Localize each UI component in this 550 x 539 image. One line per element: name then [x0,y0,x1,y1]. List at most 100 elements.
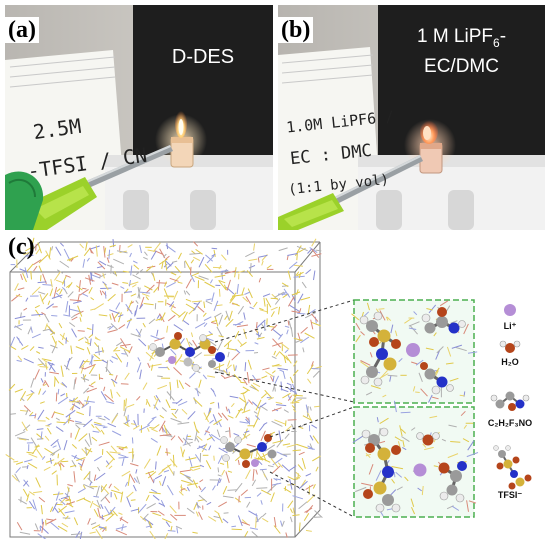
wireframe-bond [76,457,86,462]
wireframe-bond [14,325,22,331]
wireframe-bond [105,513,115,522]
wireframe-bond [272,375,275,383]
wireframe-bond [231,352,240,361]
wireframe-bond [272,457,283,466]
wireframe-bond [242,378,248,386]
wireframe-bond [184,260,192,271]
wireframe-bond [69,308,82,313]
wireframe-bond [77,462,83,467]
wireframe-bond [171,309,181,318]
wireframe-bond [228,310,233,322]
wireframe-bond [11,293,21,302]
wireframe-bond [260,500,263,505]
wireframe-bond [210,387,215,393]
wireframe-bond [235,407,242,419]
wireframe-bond [102,512,113,518]
wireframe-bond [132,284,137,288]
wireframe-bond [274,375,280,384]
wireframe-bond [223,512,229,514]
caption-b-text-2: EC/DMC [424,55,499,77]
wireframe-bond [90,522,97,526]
wireframe-bond [239,341,247,348]
wireframe-bond [258,423,266,432]
wireframe-bond [299,426,304,429]
wireframe-bond [132,274,141,280]
wireframe-bond [100,493,109,502]
wireframe-bond [60,393,66,397]
wireframe-bond [272,384,276,392]
wireframe-bond [258,452,269,460]
wireframe-bond [221,412,229,421]
wireframe-bond [194,454,201,462]
wireframe-bond [13,323,24,328]
wireframe-bond [300,326,308,334]
wireframe-bond [86,347,91,355]
wireframe-bond [115,529,127,536]
wireframe-bond [173,367,182,376]
wireframe-bond [57,453,59,459]
wireframe-bond [43,383,48,387]
wireframe-bond [297,464,304,471]
wireframe-bond [274,298,281,305]
wireframe-bond [54,507,59,514]
wireframe-bond [28,500,36,510]
wireframe-bond [446,346,452,357]
wireframe-bond [258,332,263,338]
wireframe-bond [145,284,155,294]
wireframe-bond [33,491,43,494]
wireframe-bond [110,378,118,384]
wireframe-bond [81,448,87,455]
wireframe-bond [291,405,296,409]
wireframe-bond [124,372,130,380]
wireframe-bond [182,319,190,326]
panel-label-a: (a) [5,17,39,43]
wireframe-bond [116,446,128,449]
wireframe-bond [159,434,172,437]
wireframe-bond [216,478,221,487]
wireframe-bond [37,358,46,367]
wireframe-bond [228,408,231,414]
wireframe-bond [57,440,62,450]
wireframe-bond [145,525,151,528]
wireframe-bond [219,462,225,465]
wireframe-bond [102,273,105,279]
wireframe-bond [38,346,44,349]
wireframe-bond [47,423,52,426]
wireframe-bond [116,341,123,347]
wireframe-bond [30,437,38,447]
wireframe-bond [10,413,16,415]
wireframe-bond [222,485,228,495]
wireframe-bond [34,369,40,380]
wireframe-bond [70,258,74,262]
wireframe-bond [271,407,282,412]
wireframe-bond [234,497,242,503]
wireframe-bond [289,304,300,312]
wireframe-bond [309,406,312,411]
wireframe-bond [108,483,112,489]
wireframe-bond [185,475,194,483]
wireframe-bond [196,387,199,397]
wireframe-bond [251,479,257,487]
wireframe-bond [196,435,203,441]
wireframe-bond [170,525,173,531]
wireframe-bond [198,511,203,521]
wireframe-bond [100,503,104,510]
wireframe-bond [253,301,258,308]
wireframe-bond [242,386,250,392]
wireframe-bond [165,399,171,409]
wireframe-bond [193,398,203,407]
wireframe-bond [266,488,272,494]
wireframe-bond [292,514,300,517]
wireframe-bond [248,264,256,269]
wireframe-bond [65,301,69,313]
wireframe-bond [126,317,132,329]
wireframe-bond [169,381,172,391]
wireframe-bond [286,443,298,448]
wireframe-bond [93,421,102,425]
wireframe-bond [101,485,110,495]
wireframe-bond [111,489,123,494]
wireframe-bond [111,282,119,286]
wireframe-bond [75,346,85,351]
wireframe-bond [132,484,137,492]
wireframe-bond [69,322,76,328]
